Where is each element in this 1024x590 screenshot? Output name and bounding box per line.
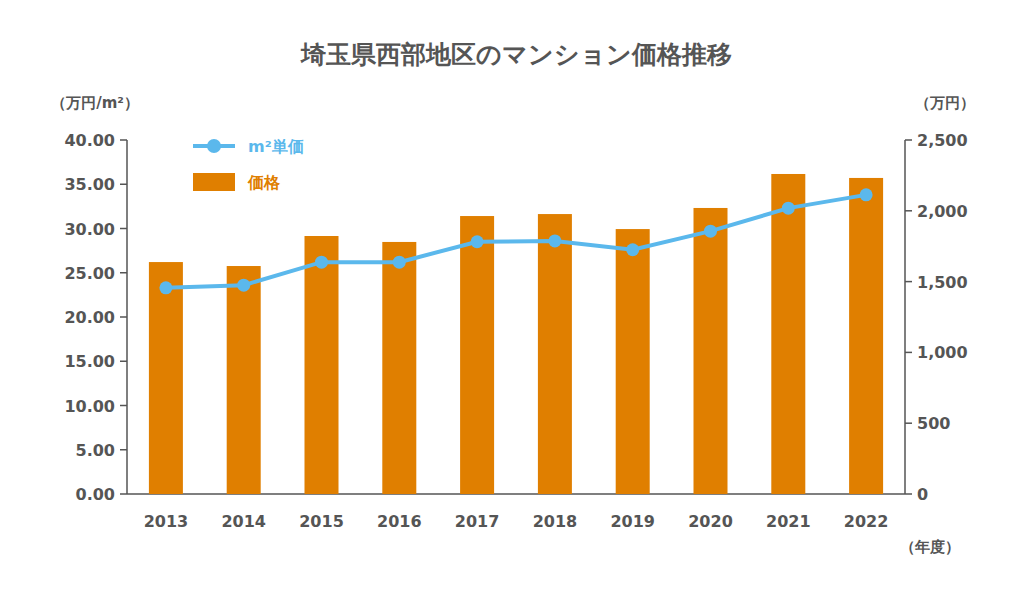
legend-label: 価格 [247,173,281,192]
bar [227,266,261,494]
x-tick-label: 2013 [144,512,189,531]
marker [393,256,406,269]
y-tick [120,139,127,141]
x-tick-label: 2016 [377,512,422,531]
y2-tick-label: 0 [917,485,928,504]
marker [548,234,561,247]
y-tick-label: 5.00 [76,441,115,460]
line [166,195,866,288]
bar [382,242,416,494]
legend: m²単価価格 [193,137,304,192]
y-tick [120,228,127,230]
y-tick-label: 10.00 [64,397,115,416]
marker [626,243,639,256]
bar [538,214,572,494]
bar [460,216,494,494]
marker [237,279,250,292]
marker [704,225,717,238]
y-tick-label: 25.00 [64,264,115,283]
y-tick [120,405,127,407]
y2-tick [905,139,912,141]
x-tick-label: 2020 [688,512,733,531]
y-tick-label: 40.00 [64,131,115,150]
marker [782,202,795,215]
y-tick [120,184,127,186]
x-axis-label: （年度） [900,538,960,556]
plot-marks [149,174,883,494]
y2-tick-label: 1,500 [917,273,968,292]
marker [159,281,172,294]
y2-tick-label: 2,500 [917,131,968,150]
y2-tick [905,352,912,354]
y2-tick [905,422,912,424]
bar [771,174,805,494]
y-tick [120,272,127,274]
bar [849,178,883,494]
legend-swatch [193,173,235,191]
y2-tick [905,493,912,495]
x-tick-label: 2015 [299,512,344,531]
marker [315,256,328,269]
legend-label: m²単価 [248,137,304,156]
chart: 埼玉県西部地区のマンション価格推移 （万円/m²） （万円） （年度） 0.00 5.00… [0,0,1024,590]
x-tick-label: 2018 [533,512,578,531]
y-tick [120,449,127,451]
y2-tick-label: 2,000 [917,202,968,221]
x-tick-label: 2017 [455,512,500,531]
y2-axis-label: （万円） [915,94,975,112]
x-tick-label: 2022 [844,512,889,531]
x-tick-label: 2021 [766,512,811,531]
marker [471,235,484,248]
y-tick-label: 35.00 [64,175,115,194]
y-tick [120,493,127,495]
bar [305,236,339,494]
y-tick [120,316,127,318]
y2-tick [905,210,912,212]
title: 埼玉県西部地区のマンション価格推移 [300,40,732,69]
y-tick-label: 30.00 [64,220,115,239]
y-tick-label: 0.00 [76,485,115,504]
x-tick-label: 2019 [610,512,655,531]
bar [616,229,650,494]
y2-tick-label: 500 [917,414,950,433]
legend-marker [207,139,221,153]
y2-tick [905,281,912,283]
marker [860,188,873,201]
y-tick [120,361,127,363]
bar [694,208,728,494]
y-tick-label: 15.00 [64,352,115,371]
y2-tick-label: 1,000 [917,343,968,362]
x-tick-label: 2014 [221,512,266,531]
bar [149,262,183,494]
y-axis-label: （万円/m²） [51,94,139,112]
y-tick-label: 20.00 [64,308,115,327]
y2-axis-line [904,140,906,494]
